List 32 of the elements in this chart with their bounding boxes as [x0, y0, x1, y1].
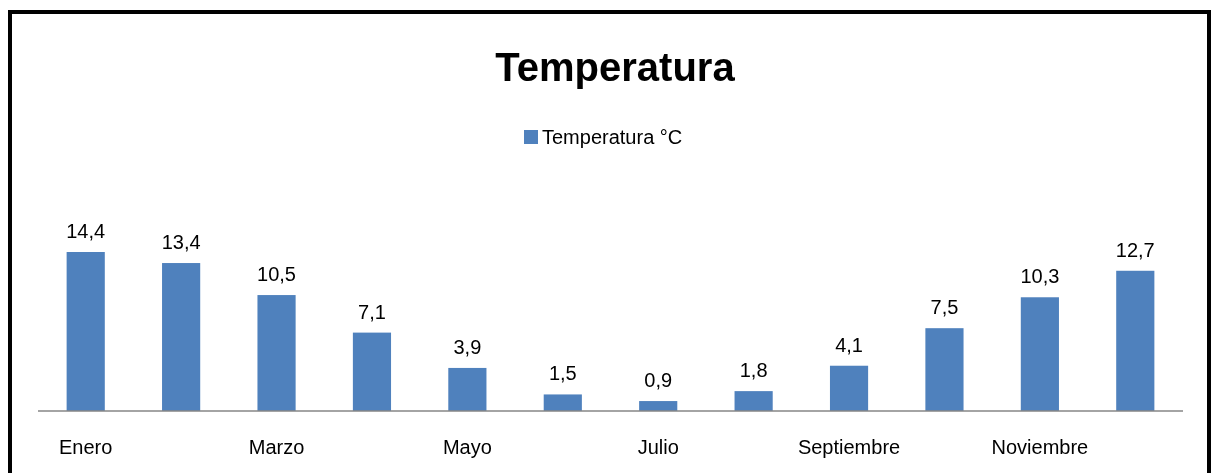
bar — [448, 367, 487, 411]
bar — [1116, 270, 1155, 411]
bar — [543, 394, 582, 411]
bar — [1020, 297, 1059, 411]
data-label: 7,5 — [930, 296, 959, 319]
data-label: 12,7 — [1115, 238, 1155, 261]
x-tick-label: Noviembre — [991, 436, 1089, 458]
x-tick-label: Septiembre — [797, 436, 901, 458]
bar — [829, 365, 869, 411]
data-label: 10,3 — [1020, 265, 1060, 288]
bar — [257, 295, 296, 411]
bar — [734, 391, 773, 411]
data-label: 7,1 — [358, 300, 386, 323]
x-tick-label: Enero — [59, 436, 113, 458]
data-label: 1,5 — [548, 362, 577, 385]
data-label: 1,8 — [739, 359, 768, 382]
data-label: 4,1 — [835, 333, 863, 356]
x-tick-label: Julio — [637, 436, 679, 458]
legend-label: Temperatura °C — [542, 126, 683, 148]
bar — [66, 252, 105, 411]
data-label: 13,4 — [161, 231, 201, 254]
x-tick-label: Mayo — [442, 436, 492, 458]
bar — [352, 332, 392, 411]
bar — [639, 401, 678, 411]
x-tick-label: Marzo — [248, 436, 305, 458]
bar — [162, 263, 201, 411]
data-label: 0,9 — [644, 369, 673, 392]
bar — [925, 328, 964, 411]
data-label: 14,4 — [66, 220, 106, 242]
data-label: 10,5 — [257, 263, 297, 286]
chart-title: Temperatura — [495, 45, 736, 89]
data-label: 3,9 — [453, 335, 482, 358]
